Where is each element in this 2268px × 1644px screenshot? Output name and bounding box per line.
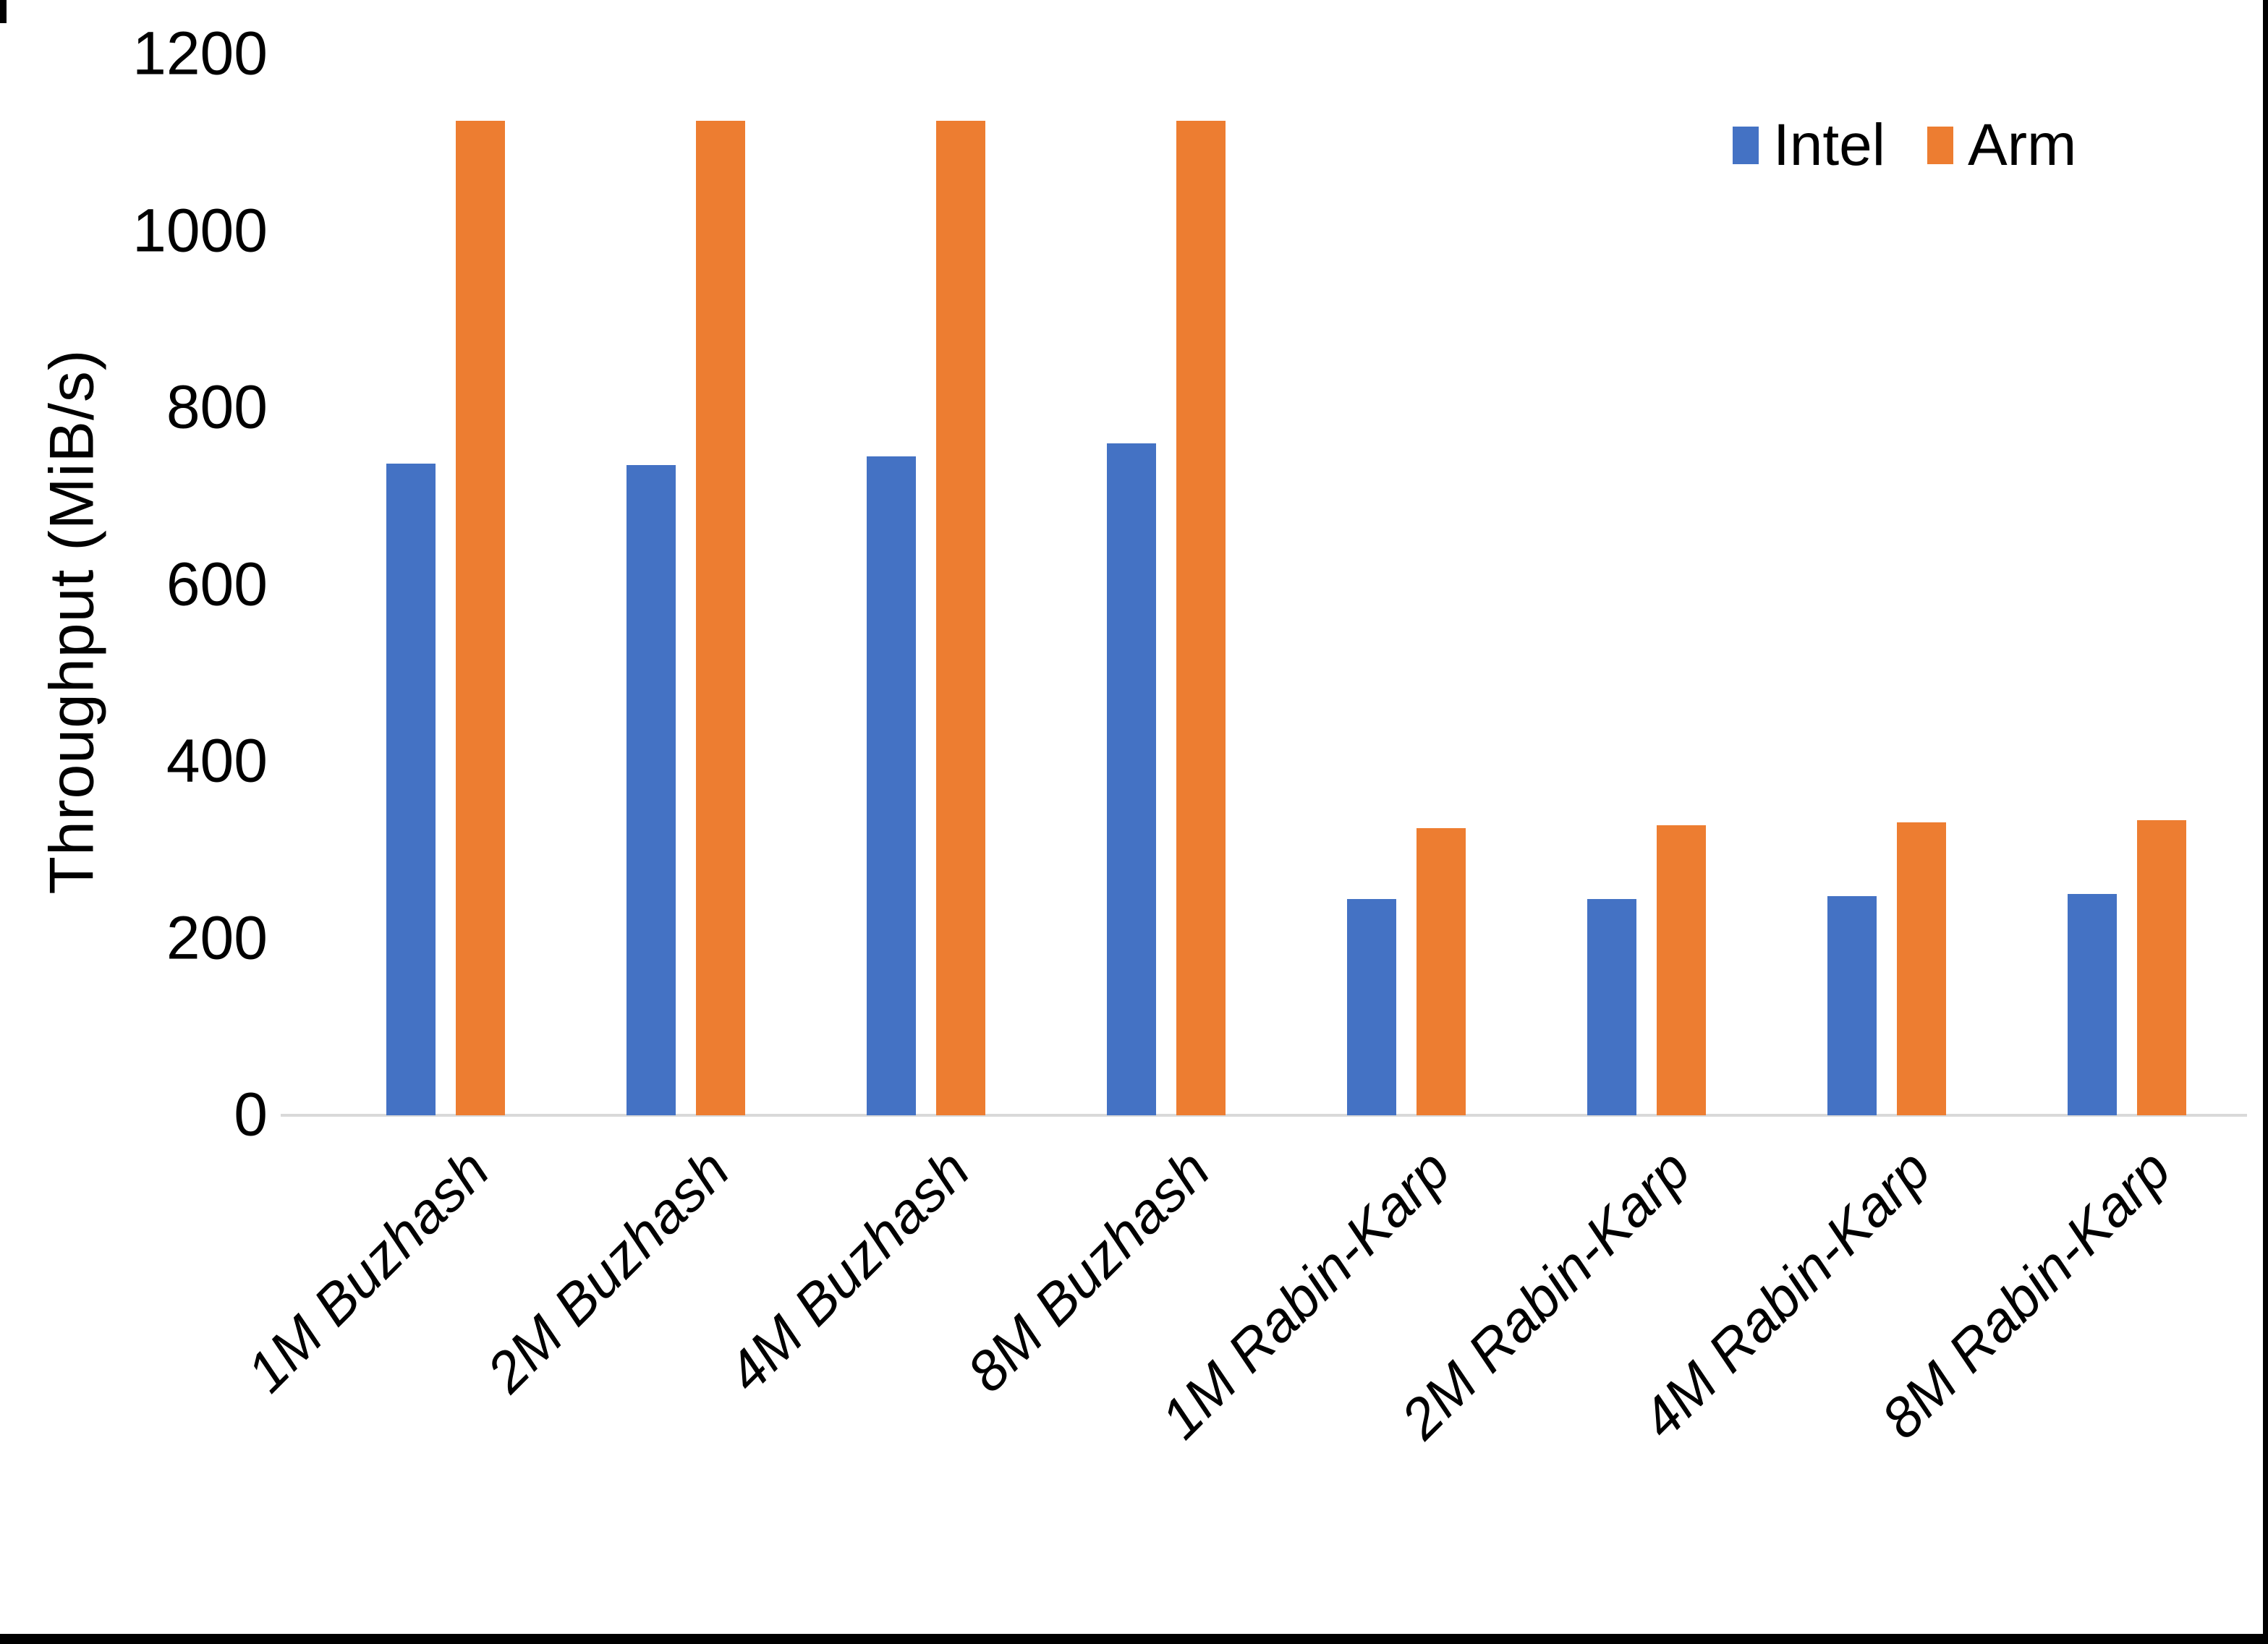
bar-intel-4m-buzhash (867, 456, 916, 1115)
bar-arm-1m-buzhash (456, 120, 505, 1115)
bar-intel-8m-rabin-karp (2068, 894, 2117, 1115)
bar-intel-1m-rabin-karp (1347, 898, 1396, 1115)
legend-label-arm: Arm (1968, 112, 2077, 178)
bar-arm-2m-rabin-karp (1657, 825, 1706, 1115)
y-tick-label: 800 (166, 372, 268, 441)
bar-intel-2m-buzhash (627, 465, 676, 1115)
x-category-label: 8M Buzhash (954, 1137, 1222, 1405)
x-category-label: 4M Buzhash (714, 1137, 982, 1405)
bar-intel-1m-buzhash (386, 464, 436, 1115)
legend-swatch-arm (1927, 127, 1953, 164)
legend-entry-arm: Arm (1927, 116, 2076, 175)
bar-arm-4m-rabin-karp (1897, 822, 1946, 1115)
category-group-4m-buzhash (806, 54, 1046, 1115)
category-group-8m-rabin-karp (2007, 54, 2247, 1115)
x-category-label: 1M Buzhash (234, 1137, 501, 1405)
y-tick-label: 600 (166, 549, 268, 618)
legend-label-intel: Intel (1773, 112, 1885, 178)
y-tick-label: 1000 (132, 195, 268, 264)
image-border-right (2263, 0, 2268, 1644)
image-border-bottom (0, 1634, 2268, 1644)
border-corner-mark (0, 0, 7, 23)
plot-area (326, 54, 2247, 1115)
legend-swatch-intel (1733, 127, 1759, 164)
bar-arm-8m-rabin-karp (2137, 819, 2186, 1115)
legend: Intel Arm (1733, 116, 2076, 175)
bar-intel-2m-rabin-karp (1587, 898, 1636, 1115)
y-tick-label: 200 (166, 903, 268, 971)
bar-arm-2m-buzhash (696, 120, 745, 1115)
category-group-2m-buzhash (566, 54, 806, 1115)
bar-intel-8m-buzhash (1107, 443, 1156, 1115)
legend-entry-intel: Intel (1733, 116, 1885, 175)
category-group-1m-buzhash (326, 54, 566, 1115)
y-tick-label: 0 (234, 1080, 268, 1149)
bar-intel-4m-rabin-karp (1827, 895, 1877, 1115)
y-tick-label: 400 (166, 726, 268, 795)
y-tick-label: 1200 (132, 19, 268, 88)
bar-arm-1m-rabin-karp (1417, 827, 1466, 1115)
x-category-label: 2M Buzhash (474, 1137, 742, 1405)
category-group-4m-rabin-karp (1767, 54, 2007, 1115)
bar-arm-8m-buzhash (1176, 120, 1226, 1115)
category-group-8m-buzhash (1046, 54, 1286, 1115)
bar-arm-4m-buzhash (936, 120, 985, 1115)
x-axis-line (281, 1114, 2247, 1117)
category-group-1m-rabin-karp (1286, 54, 1526, 1115)
category-group-2m-rabin-karp (1526, 54, 1767, 1115)
